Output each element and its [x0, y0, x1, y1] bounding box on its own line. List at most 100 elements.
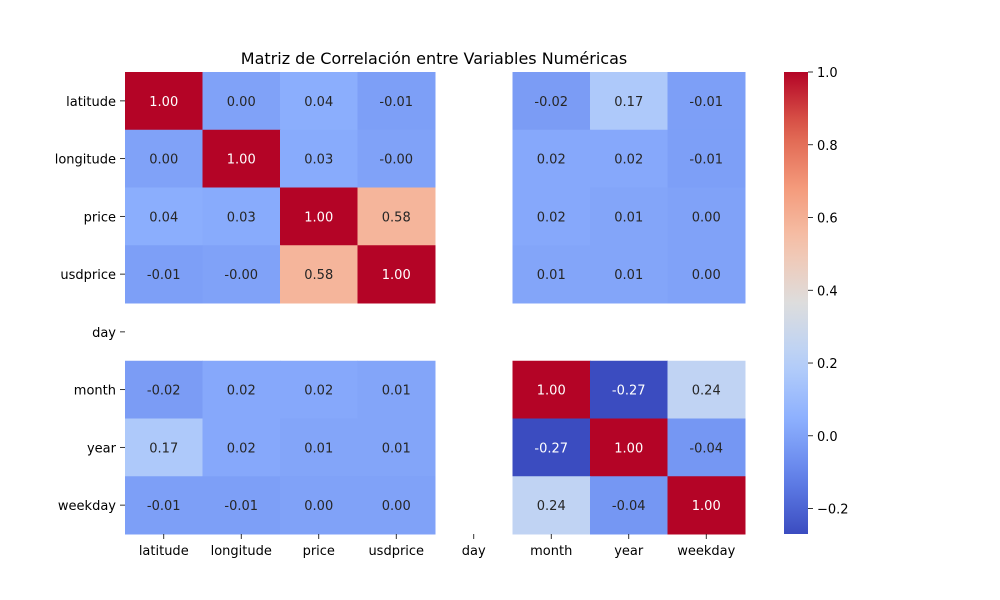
cell-value-latitude-usdprice: -0.01 [379, 95, 413, 110]
cell-value-month-year: -0.27 [612, 384, 646, 399]
column-tick-labels: latitude longitude price usdprice day month ye… [139, 534, 736, 559]
cell-value-weekday-usdprice: 0.00 [382, 499, 411, 514]
cell-value-usdprice-price: 0.58 [304, 268, 333, 283]
cell-value-year-longitude: 0.02 [227, 441, 256, 456]
colorbar-ticks: −0.2 0.0 0.2 0.4 0.6 0.8 1.0 [808, 66, 849, 518]
heatmap-cell-weekday-usdprice [357, 476, 436, 535]
heatmap-cell-usdprice-weekday [667, 245, 746, 304]
heatmap-cell-usdprice-usdprice [357, 245, 436, 304]
heatmap-cell-weekday-year [590, 476, 668, 535]
heatmap-cell-usdprice-year [590, 245, 668, 304]
cell-value-longitude-price: 0.03 [304, 153, 333, 168]
heatmap-cell-latitude-month [512, 72, 591, 131]
cell-value-weekday-longitude: -0.01 [224, 499, 258, 514]
cell-value-price-longitude: 0.03 [227, 210, 256, 225]
cell-value-weekday-year: -0.04 [612, 499, 646, 514]
heatmap-cell-year-price [280, 418, 358, 477]
cell-value-price-year: 0.01 [614, 210, 643, 225]
heatmap-cell-year-year [590, 418, 668, 477]
cell-value-year-latitude: 0.17 [149, 441, 178, 456]
heatmap-cell-price-longitude [202, 187, 281, 246]
heatmap-cell-longitude-latitude [125, 129, 203, 188]
cell-value-month-usdprice: 0.01 [382, 384, 411, 399]
heatmap-cell-weekday-month [512, 476, 591, 535]
cell-value-usdprice-usdprice: 1.00 [382, 268, 411, 283]
heatmap-cell-latitude-weekday [667, 72, 746, 131]
cell-value-month-month: 1.00 [537, 384, 566, 399]
cell-value-price-month: 0.02 [537, 210, 566, 225]
heatmap-cell-latitude-latitude [125, 72, 203, 131]
heatmap-cell-longitude-usdprice [357, 129, 436, 188]
heatmap-cell-weekday-weekday [667, 476, 746, 535]
cell-value-latitude-latitude: 1.00 [149, 95, 178, 110]
heatmap-cells: 1.00 0.00 0.04 -0.01 -0.02 0.17 -0.01 0.00 1.00 0… [125, 72, 746, 535]
cell-value-latitude-month: -0.02 [534, 95, 568, 110]
cell-value-year-year: 1.00 [614, 441, 643, 456]
cell-value-weekday-month: 0.24 [537, 499, 566, 514]
col-label-weekday: weekday [677, 544, 735, 559]
heatmap-cell-price-price [280, 187, 358, 246]
row-label-latitude: latitude [66, 95, 116, 110]
heatmap-cell-year-weekday [667, 418, 746, 477]
heatmap-cell-month-month [512, 360, 591, 419]
cell-value-latitude-longitude: 0.00 [227, 95, 256, 110]
heatmap-cell-price-weekday [667, 187, 746, 246]
cell-value-month-longitude: 0.02 [227, 384, 256, 399]
cell-value-price-usdprice: 0.58 [382, 210, 411, 225]
cell-value-weekday-price: 0.00 [304, 499, 333, 514]
cell-value-longitude-weekday: -0.01 [689, 153, 723, 168]
heatmap-cell-weekday-longitude [202, 476, 281, 535]
cell-value-year-weekday: -0.04 [689, 441, 723, 456]
cell-value-latitude-price: 0.04 [304, 95, 333, 110]
heatmap-cell-usdprice-latitude [125, 245, 203, 304]
col-label-year: year [614, 544, 644, 559]
heatmap-cell-year-usdprice [357, 418, 436, 477]
cell-value-year-month: -0.27 [534, 441, 568, 456]
cell-value-year-price: 0.01 [304, 441, 333, 456]
row-label-year: year [87, 441, 117, 456]
colorbar-tick-label: 0.4 [817, 284, 838, 299]
colorbar: −0.2 0.0 0.2 0.4 0.6 0.8 1.0 [784, 66, 849, 534]
cell-value-longitude-latitude: 0.00 [149, 153, 178, 168]
chart-title: Matriz de Correlación entre Variables Nu… [241, 49, 627, 68]
colorbar-tick-label: −0.2 [817, 503, 849, 518]
heatmap-cell-latitude-longitude [202, 72, 281, 131]
row-label-longitude: longitude [55, 153, 116, 168]
cell-value-month-weekday: 0.24 [692, 384, 721, 399]
heatmap-cell-month-longitude [202, 360, 281, 419]
heatmap-cell-month-price [280, 360, 358, 419]
heatmap-cell-usdprice-price [280, 245, 358, 304]
heatmap-cell-price-month [512, 187, 591, 246]
cell-value-longitude-longitude: 1.00 [227, 153, 256, 168]
cell-value-weekday-weekday: 1.00 [692, 499, 721, 514]
cell-value-latitude-weekday: -0.01 [689, 95, 723, 110]
heatmap-cell-latitude-year [590, 72, 668, 131]
cell-value-usdprice-weekday: 0.00 [692, 268, 721, 283]
row-tick-labels: latitude longitude price usdprice day month ye… [55, 95, 125, 514]
colorbar-tick-label: 0.8 [817, 139, 838, 154]
heatmap-cell-latitude-usdprice [357, 72, 436, 131]
heatmap-cell-month-year [590, 360, 668, 419]
colorbar-tick-label: 1.0 [817, 66, 838, 81]
heatmap-cell-longitude-month [512, 129, 591, 188]
cell-value-longitude-usdprice: -0.00 [379, 153, 413, 168]
col-label-usdprice: usdprice [368, 544, 424, 559]
heatmap-cell-year-month [512, 418, 591, 477]
heatmap-cell-longitude-weekday [667, 129, 746, 188]
colorbar-tick-label: 0.0 [817, 430, 838, 445]
heatmap-cell-month-latitude [125, 360, 203, 419]
cell-value-weekday-latitude: -0.01 [147, 499, 181, 514]
heatmap-cell-longitude-longitude [202, 129, 281, 188]
cell-value-price-latitude: 0.04 [149, 210, 178, 225]
heatmap-cell-year-longitude [202, 418, 281, 477]
row-label-day: day [92, 326, 116, 341]
row-label-month: month [74, 384, 116, 399]
col-label-latitude: latitude [139, 544, 189, 559]
cell-value-month-latitude: -0.02 [147, 384, 181, 399]
heatmap-cell-year-latitude [125, 418, 203, 477]
cell-value-latitude-year: 0.17 [614, 95, 643, 110]
heatmap-cell-latitude-price [280, 72, 358, 131]
colorbar-tick-label: 0.2 [817, 357, 838, 372]
heatmap-cell-price-year [590, 187, 668, 246]
